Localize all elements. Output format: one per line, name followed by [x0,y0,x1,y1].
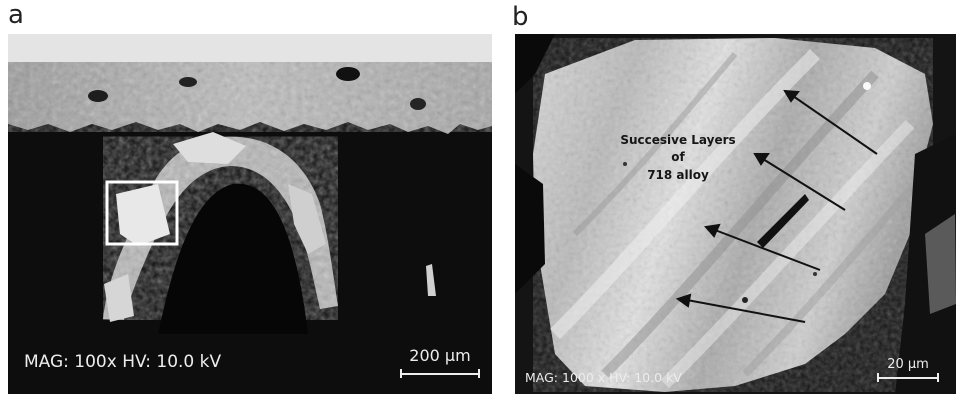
panel-a-meta-text: MAG: 100x HV: 10.0 kV [24,352,222,372]
panel-b-meta-text: MAG: 1000 x HV: 10.0 kV [525,370,682,385]
panel-b-scale-label: 20 µm [887,357,929,372]
panel-b-letter: b [512,2,529,32]
micrograph-a-image [8,34,492,394]
panel-a-scale-label: 200 µm [409,346,471,365]
annotation-line-1: Succesive Layers of [620,133,736,165]
panel-a-scale-bar [400,369,480,378]
panel-b-micrograph: Succesive Layers of 718 alloy MAG: 1000 … [515,34,956,394]
panel-a-micrograph: MAG: 100x HV: 10.0 kV 200 µm [8,34,492,394]
annotation-line-2: 718 alloy [647,167,709,182]
highlight-box [105,180,179,246]
micrograph-b-image [515,34,956,394]
panel-b-scale-bar [877,373,939,382]
annotation-arrows [675,89,878,323]
panel-a-letter: a [8,0,24,30]
layers-annotation: Succesive Layers of 718 alloy [613,132,743,184]
